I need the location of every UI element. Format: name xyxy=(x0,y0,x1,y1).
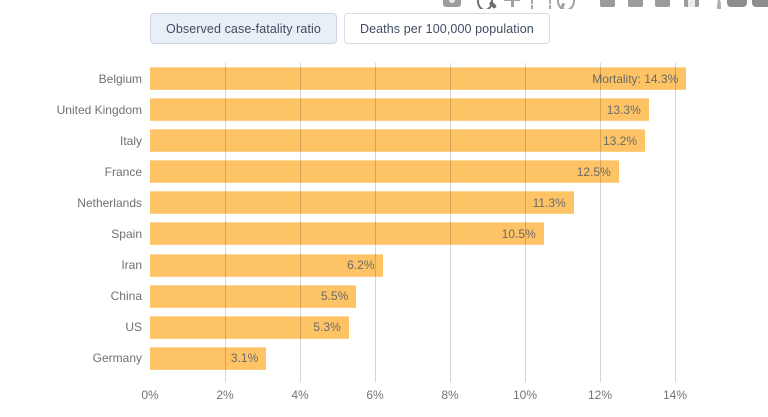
bar-track: 3.1% xyxy=(150,346,768,370)
bar-row: US 5.3% xyxy=(0,315,768,339)
bar-row: Spain 10.5% xyxy=(0,222,768,246)
bar-track: 5.3% xyxy=(150,315,768,339)
x-axis-tick-label: 4% xyxy=(291,388,309,402)
bar-track: 13.2% xyxy=(150,129,768,153)
bar[interactable]: 13.3% xyxy=(150,98,649,122)
metric-tabs: Observed case-fatality ratio Deaths per … xyxy=(150,13,550,44)
bar-row: Italy 13.2% xyxy=(0,129,768,153)
bar-track: 5.5% xyxy=(150,284,768,308)
bar-value-label: 5.3% xyxy=(313,320,341,335)
bar-value-label: 3.1% xyxy=(230,351,259,366)
x-axis-tick-label: 2% xyxy=(216,388,234,402)
tab-deaths-per-100000-population[interactable]: Deaths per 100,000 population xyxy=(343,13,550,44)
camera-icon[interactable] xyxy=(443,0,461,7)
bar[interactable]: 10.5% xyxy=(150,222,544,246)
lasso-select-icon[interactable] xyxy=(557,0,575,9)
bar[interactable]: 5.3% xyxy=(150,315,349,339)
x-axis: 0% 2% 4% 6% 8% 10% 12% 14% xyxy=(141,388,725,404)
category-label: Netherlands xyxy=(77,195,142,210)
x-axis-tick-label: 6% xyxy=(366,388,384,402)
hover-closest-icon[interactable] xyxy=(727,0,747,7)
bar-value-label: 13.2% xyxy=(602,133,637,148)
bar-track: 13.3% xyxy=(150,98,768,122)
chart-toolbar xyxy=(440,0,768,9)
bar-track: 11.3% xyxy=(150,191,768,215)
bar-value-label: 11.3% xyxy=(532,195,566,210)
zoom-in-icon[interactable] xyxy=(600,0,615,7)
category-label: France xyxy=(104,164,142,179)
box-select-icon[interactable] xyxy=(531,0,551,9)
bar-value-label: 13.3% xyxy=(606,102,641,117)
bar-track: Mortality: 14.3% xyxy=(150,67,768,90)
category-label: Belgium xyxy=(98,71,142,86)
bar-row: Germany 3.1% xyxy=(0,346,768,370)
x-axis-tick-label: 12% xyxy=(587,388,613,402)
bar[interactable]: 3.1% xyxy=(150,346,267,370)
x-axis-tick-label: 8% xyxy=(441,388,459,402)
autoscale-icon[interactable] xyxy=(655,0,670,7)
bar[interactable]: 13.2% xyxy=(150,129,645,153)
reset-axes-icon[interactable] xyxy=(684,0,699,7)
bar-value-label: Mortality: 14.3% xyxy=(592,71,679,86)
category-label: United Kingdom xyxy=(56,102,142,117)
bar-row: Netherlands 11.3% xyxy=(0,191,768,215)
bar[interactable]: 6.2% xyxy=(150,253,383,277)
x-axis-tick-label: 10% xyxy=(512,388,538,402)
tab-observed-case-fatality-ratio[interactable]: Observed case-fatality ratio xyxy=(150,13,337,44)
bar-row: France 12.5% xyxy=(0,160,768,184)
bar-track: 12.5% xyxy=(150,160,768,184)
bar-value-label: 12.5% xyxy=(576,164,611,179)
zoom-out-icon[interactable] xyxy=(628,0,643,7)
pan-icon[interactable] xyxy=(504,0,520,7)
bar-row: Belgium Mortality: 14.3% xyxy=(0,67,768,90)
category-label: US xyxy=(125,320,142,335)
category-label: Germany xyxy=(92,351,142,366)
category-label: Spain xyxy=(111,226,142,241)
zoom-icon[interactable] xyxy=(477,0,493,9)
bar-value-label: 6.2% xyxy=(347,258,375,273)
separator-dot-icon[interactable] xyxy=(717,0,721,9)
bar-row: United Kingdom 13.3% xyxy=(0,98,768,122)
x-axis-tick-label: 14% xyxy=(662,388,688,402)
bar[interactable]: 12.5% xyxy=(150,160,619,184)
bar-row: Iran 6.2% xyxy=(0,253,768,277)
bar-value-label: 10.5% xyxy=(501,226,536,241)
case-fatality-bar-chart: Belgium Mortality: 14.3% United Kingdom 13.… xyxy=(0,67,768,378)
category-label: China xyxy=(110,289,142,304)
category-label: Iran xyxy=(121,258,142,273)
bar-track: 6.2% xyxy=(150,253,768,277)
bar-row: China 5.5% xyxy=(0,284,768,308)
hover-compare-icon[interactable] xyxy=(752,0,768,7)
bar[interactable]: Mortality: 14.3% xyxy=(150,67,687,90)
bar-value-label: 5.5% xyxy=(320,289,349,304)
x-axis-tick-label: 0% xyxy=(141,388,159,402)
bar[interactable]: 11.3% xyxy=(150,191,574,215)
category-label: Italy xyxy=(119,133,142,148)
bar-track: 10.5% xyxy=(150,222,768,246)
bar[interactable]: 5.5% xyxy=(150,284,357,308)
